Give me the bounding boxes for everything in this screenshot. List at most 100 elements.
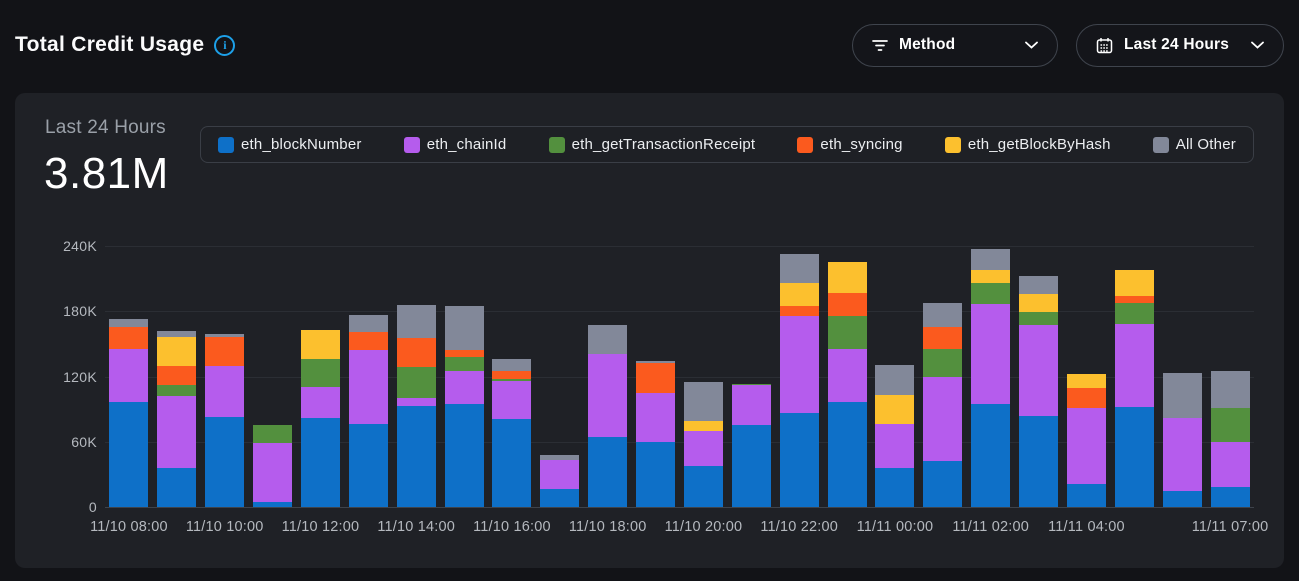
bar-segment-All Other[interactable] [396,304,436,339]
bar-segment-eth_chainId[interactable] [636,392,676,442]
bar-11/11 04:00[interactable] [1066,374,1106,507]
bar-segment-All Other[interactable] [683,381,723,422]
bar-segment-eth_chainId[interactable] [731,385,771,426]
bar-segment-eth_chainId[interactable] [300,387,340,418]
bar-segment-eth_syncing[interactable] [348,331,388,351]
bar-segment-eth_chainId[interactable] [827,349,867,402]
bar-segment-eth_getTransactionReceipt[interactable] [1114,302,1154,325]
bar-segment-All Other[interactable] [1019,276,1059,294]
bar-segment-eth_blockNumber[interactable] [1210,487,1250,507]
bar-segment-eth_blockNumber[interactable] [492,418,532,507]
bar-11/11 07:00[interactable] [1210,371,1250,507]
bar-11/10 20:00[interactable] [683,381,723,507]
bar-segment-All Other[interactable] [875,364,915,395]
bar-segment-eth_syncing[interactable] [396,338,436,367]
bar-segment-eth_blockNumber[interactable] [588,437,628,507]
bar-segment-eth_blockNumber[interactable] [636,441,676,507]
bar-segment-All Other[interactable] [348,314,388,332]
bar-segment-eth_chainId[interactable] [1019,325,1059,416]
bar-segment-All Other[interactable] [779,253,819,283]
bar-11/10 15:00[interactable] [444,305,484,507]
bar-segment-eth_chainId[interactable] [875,424,915,468]
bar-segment-eth_getTransactionReceipt[interactable] [300,359,340,388]
bar-11/11 03:00[interactable] [1019,276,1059,507]
bar-segment-All Other[interactable] [157,330,197,338]
bar-segment-eth_blockNumber[interactable] [1019,415,1059,507]
bar-segment-eth_getBlockByHash[interactable] [971,269,1011,283]
bar-segment-eth_chainId[interactable] [540,460,580,489]
bar-segment-eth_blockNumber[interactable] [300,417,340,507]
bar-segment-eth_blockNumber[interactable] [731,425,771,507]
bar-segment-eth_chainId[interactable] [779,315,819,414]
bar-segment-eth_chainId[interactable] [1114,324,1154,407]
bar-segment-eth_blockNumber[interactable] [1114,406,1154,507]
bar-segment-eth_getTransactionReceipt[interactable] [971,282,1011,304]
bar-segment-All Other[interactable] [444,305,484,351]
bar-segment-eth_getTransactionReceipt[interactable] [396,366,436,399]
bar-11/10 19:00[interactable] [636,361,676,507]
bar-segment-eth_syncing[interactable] [109,326,149,350]
bar-segment-eth_syncing[interactable] [636,363,676,393]
bar-segment-eth_blockNumber[interactable] [205,416,245,507]
bar-11/11 02:00[interactable] [971,249,1011,507]
bar-segment-eth_chainId[interactable] [1066,408,1106,485]
bar-segment-eth_getTransactionReceipt[interactable] [253,425,293,443]
bar-segment-eth_getBlockByHash[interactable] [779,283,819,306]
bar-segment-All Other[interactable] [205,334,245,338]
bar-segment-eth_blockNumber[interactable] [540,488,580,507]
bar-segment-All Other[interactable] [1210,371,1250,409]
bar-segment-eth_blockNumber[interactable] [875,467,915,507]
bar-segment-eth_chainId[interactable] [444,371,484,404]
bar-segment-eth_syncing[interactable] [827,292,867,316]
bar-segment-eth_getTransactionReceipt[interactable] [1019,312,1059,326]
bar-segment-eth_getBlockByHash[interactable] [1066,374,1106,389]
bar-segment-All Other[interactable] [540,454,580,461]
legend-item-eth_syncing[interactable]: eth_syncing [797,136,902,153]
bar-segment-eth_chainId[interactable] [157,396,197,468]
bar-segment-eth_blockNumber[interactable] [779,413,819,507]
legend-item-eth_getTransactionReceipt[interactable]: eth_getTransactionReceipt [548,136,756,153]
legend-item-All Other[interactable]: All Other [1152,136,1236,153]
bar-segment-eth_getBlockByHash[interactable] [1019,293,1059,313]
bar-segment-eth_blockNumber[interactable] [1066,484,1106,507]
bar-segment-eth_chainId[interactable] [971,303,1011,404]
bar-segment-eth_chainId[interactable] [683,430,723,466]
bar-11/11 00:00[interactable] [875,364,915,507]
bar-11/10 09:00[interactable] [157,330,197,507]
bar-segment-eth_getTransactionReceipt[interactable] [492,378,532,381]
bar-segment-eth_syncing[interactable] [205,337,245,366]
bar-segment-eth_syncing[interactable] [444,350,484,357]
bar-segment-eth_blockNumber[interactable] [396,405,436,507]
bar-11/10 16:00[interactable] [492,359,532,507]
bar-11/10 21:00[interactable] [731,384,771,507]
bar-segment-eth_syncing[interactable] [492,371,532,379]
bar-segment-eth_getBlockByHash[interactable] [827,262,867,293]
bar-segment-eth_blockNumber[interactable] [444,403,484,507]
bar-11/10 11:00[interactable] [253,425,293,507]
bar-segment-eth_syncing[interactable] [1066,388,1106,409]
bar-11/10 12:00[interactable] [300,329,340,507]
bar-11/11 05:00[interactable] [1114,269,1154,507]
bar-segment-eth_syncing[interactable] [157,365,197,386]
bar-segment-eth_blockNumber[interactable] [253,501,293,507]
bar-segment-All Other[interactable] [636,361,676,364]
bar-11/10 17:00[interactable] [540,454,580,507]
bar-segment-eth_getBlockByHash[interactable] [157,337,197,366]
bar-segment-eth_chainId[interactable] [253,442,293,502]
bar-segment-eth_chainId[interactable] [205,365,245,417]
bar-segment-All Other[interactable] [1162,373,1202,418]
bar-segment-eth_chainId[interactable] [1162,417,1202,491]
bar-segment-eth_getBlockByHash[interactable] [875,395,915,425]
bar-11/11 01:00[interactable] [923,302,963,507]
bar-segment-eth_syncing[interactable] [779,305,819,316]
bar-segment-eth_blockNumber[interactable] [348,424,388,507]
bar-11/10 13:00[interactable] [348,314,388,507]
bar-segment-eth_chainId[interactable] [588,353,628,438]
bar-11/11 06:00[interactable] [1162,373,1202,507]
bar-segment-eth_chainId[interactable] [492,380,532,419]
bar-segment-eth_getBlockByHash[interactable] [1114,269,1154,297]
bar-11/10 22:00[interactable] [779,253,819,507]
bar-segment-All Other[interactable] [588,325,628,354]
bar-segment-eth_getBlockByHash[interactable] [683,421,723,431]
bar-segment-eth_blockNumber[interactable] [157,467,197,507]
